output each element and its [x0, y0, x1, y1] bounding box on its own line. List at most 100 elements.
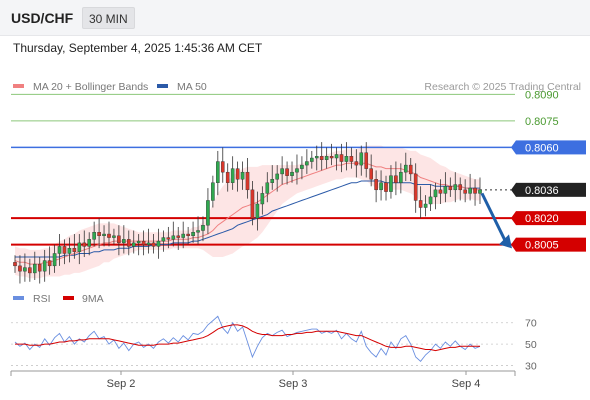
candle-body [260, 193, 265, 205]
candle-body [310, 157, 314, 162]
rsi-line [14, 315, 481, 362]
candle-body [344, 156, 349, 162]
candle-body [176, 235, 181, 238]
candle-body [379, 182, 383, 191]
x-tick-label: Sep 3 [279, 378, 308, 390]
price-chart: MA 20 + Bollinger Bands MA 50 Research © 2… [10, 81, 586, 390]
timeframe-button[interactable]: 30 MIN [82, 7, 135, 29]
candle-body [18, 265, 22, 272]
candle-body [339, 154, 344, 162]
candle-body [211, 182, 215, 201]
candle-body [443, 186, 448, 194]
candle-body [126, 239, 131, 247]
candle-body [107, 233, 111, 238]
candle-body [42, 260, 47, 272]
rsi-legend-swatch [13, 296, 24, 300]
candle-body [186, 233, 190, 237]
candle-body [92, 232, 96, 240]
candle-body [13, 262, 17, 267]
legend-swatch-1 [157, 84, 168, 88]
candle-body [255, 203, 260, 219]
candle-body [428, 196, 433, 205]
candle-body [72, 247, 77, 252]
candle-body [349, 156, 354, 162]
rsi-tick-label: 50 [525, 339, 537, 351]
candle-body [220, 161, 225, 173]
candle-body [156, 240, 161, 247]
candle-body [216, 161, 220, 183]
legend-swatch-0 [13, 84, 24, 88]
chart-header: USD/CHF 30 MIN [0, 0, 590, 36]
level-tag-pointer-2 [511, 140, 516, 155]
candle-body [201, 224, 205, 231]
candle-body [131, 242, 136, 247]
x-tick-label: Sep 4 [452, 378, 481, 390]
level-label-4: 0.8020 [525, 213, 559, 225]
candle-body [191, 232, 195, 237]
rsi-ma-legend-swatch [63, 296, 74, 300]
candle-body [448, 186, 453, 191]
candle-body [28, 267, 32, 274]
candle-body [329, 156, 334, 159]
candle-body [87, 239, 92, 247]
candle-body [57, 246, 62, 254]
candle-body [364, 152, 369, 169]
candle-body [324, 156, 329, 160]
candle-body [433, 189, 438, 198]
level-tag-5 [516, 237, 586, 252]
candle-body [102, 233, 106, 237]
candle-body [314, 156, 319, 159]
candle-body [97, 232, 101, 237]
candle-body [468, 187, 472, 194]
level-label-5: 0.8005 [525, 240, 559, 252]
candle-body [473, 187, 477, 194]
candle-body [23, 267, 27, 272]
ma20-line [14, 162, 480, 265]
level-tag-4 [516, 211, 586, 226]
candle-body [359, 152, 364, 166]
candle-body [403, 164, 408, 173]
symbol-label: USD/CHF [11, 10, 74, 26]
candle-body [354, 161, 359, 166]
level-tag-pointer-5 [511, 237, 516, 252]
candle-body [305, 161, 309, 166]
candle-body [166, 237, 171, 240]
legend-label-0: MA 20 + Bollinger Bands [33, 81, 148, 93]
level-tag-pointer-3 [511, 182, 516, 197]
rsi-ma-line [15, 324, 480, 352]
candle-body [280, 168, 284, 175]
candle-body [319, 156, 324, 160]
candle-body [463, 189, 467, 194]
candle-body [122, 239, 126, 244]
candle-body [399, 171, 403, 183]
level-label-3: 0.8036 [525, 185, 559, 197]
candle-body [245, 171, 250, 191]
candle-body [67, 247, 72, 254]
level-label-0: 0.8090 [525, 89, 559, 101]
rsi-ma-legend-label: 9MA [82, 293, 104, 305]
candle-body [62, 246, 67, 254]
candle-body [82, 242, 87, 247]
candle-body [453, 184, 458, 191]
level-tag-2 [516, 140, 586, 155]
x-tick-label: Sep 2 [107, 378, 136, 390]
chart-timestamp: Thursday, September 4, 2025 1:45:36 AM C… [13, 41, 263, 55]
projection-arrow-line [480, 192, 507, 242]
candle-body [32, 263, 37, 274]
candle-body [206, 200, 210, 226]
candle-body [423, 203, 428, 208]
candle-body [161, 237, 166, 242]
rsi-tick-label: 30 [525, 361, 537, 373]
candle-body [265, 182, 270, 194]
candle-body [374, 179, 378, 191]
candle-body [77, 242, 82, 252]
candle-body [250, 189, 255, 219]
candle-body [270, 179, 275, 183]
candle-body [418, 200, 423, 208]
watermark-text: Research © 2025 Trading Central [424, 81, 581, 93]
candle-body [478, 189, 482, 194]
candle-body [235, 168, 240, 180]
candle-body [389, 175, 393, 192]
candle-body [300, 164, 304, 169]
candle-body [230, 168, 235, 183]
